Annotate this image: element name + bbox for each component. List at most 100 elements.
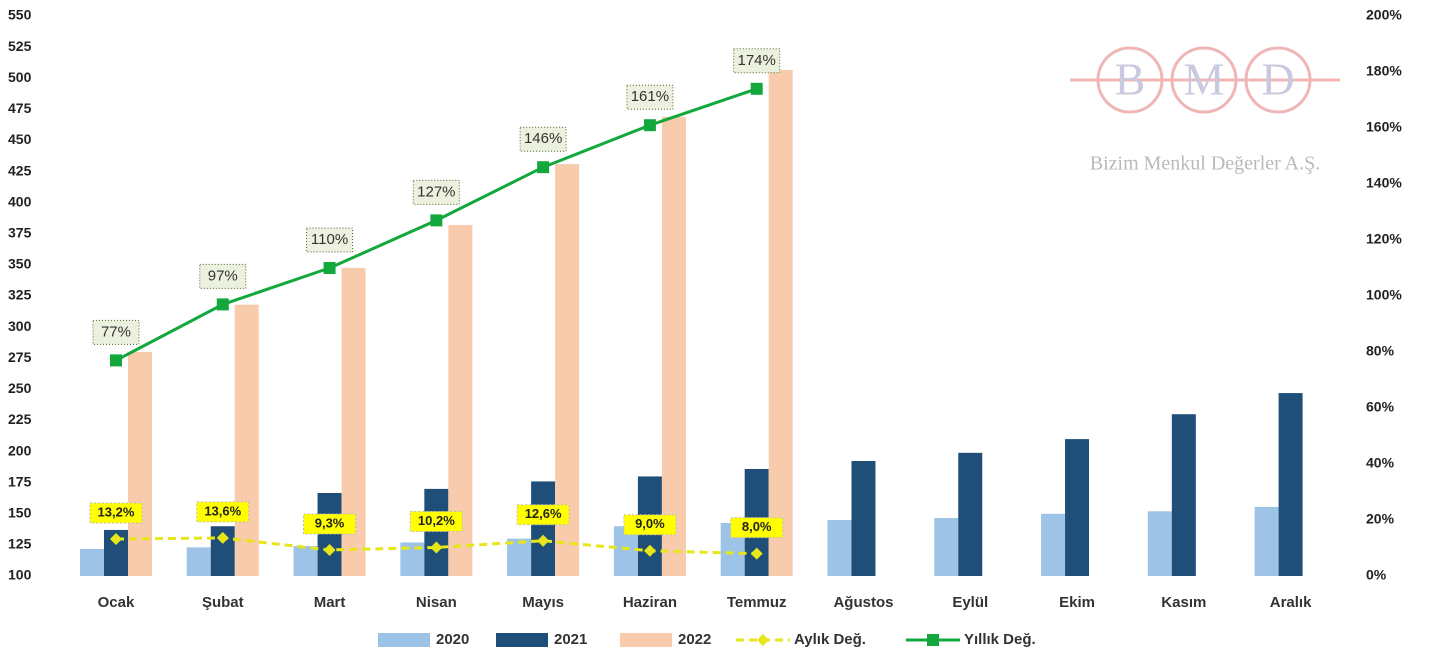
y2-tick-label: 80% <box>1366 343 1395 359</box>
point <box>537 534 550 547</box>
bar <box>531 481 556 576</box>
logo: B M D Bizim Menkul Değerler A.Ş. <box>1070 46 1340 175</box>
bar <box>661 116 686 577</box>
y-tick-label: 200 <box>8 442 32 458</box>
bar <box>317 492 342 576</box>
y2-tick-label: 20% <box>1366 511 1395 527</box>
x-tick-label: Aralık <box>1270 594 1312 611</box>
y2-tick-label: 180% <box>1366 63 1402 79</box>
value-label: 110% <box>311 231 348 248</box>
point <box>750 82 763 95</box>
y-tick-label: 125 <box>8 536 32 552</box>
x-tick-label: Nisan <box>416 594 457 611</box>
bar <box>851 461 876 576</box>
point <box>216 531 229 544</box>
point <box>750 547 763 560</box>
y2-tick-label: 200% <box>1366 7 1402 23</box>
value-label-box <box>626 84 674 110</box>
bar <box>186 547 211 576</box>
y-tick-label: 525 <box>8 38 32 54</box>
x-tick-label: Mart <box>314 594 346 611</box>
bar <box>424 488 449 576</box>
x-tick-label: Temmuz <box>727 594 787 611</box>
logo-company: Bizim Menkul Değerler A.Ş. <box>1090 153 1321 175</box>
logo-ring <box>1096 46 1164 114</box>
y-tick-label: 475 <box>8 100 32 116</box>
value-label: 146% <box>524 130 562 147</box>
value-label: 9,0% <box>635 516 665 531</box>
bar <box>827 520 852 576</box>
point <box>109 533 122 546</box>
bar <box>507 538 532 576</box>
logo-ring <box>1170 46 1238 114</box>
value-label-box <box>92 319 140 345</box>
x-tick-label: Ocak <box>98 594 135 611</box>
point <box>430 541 443 554</box>
bar <box>1041 513 1066 576</box>
value-label: 13,2% <box>98 504 135 519</box>
bar <box>127 352 152 576</box>
y-tick-label: 250 <box>8 380 32 396</box>
value-label-box <box>519 126 567 152</box>
y2-tick-label: 40% <box>1366 455 1395 471</box>
y2-tick-label: 140% <box>1366 175 1402 191</box>
legend-swatch <box>620 633 672 647</box>
bar <box>1254 506 1279 576</box>
y-tick-label: 150 <box>8 504 32 520</box>
value-label-box <box>623 514 677 536</box>
bar <box>234 304 259 576</box>
point <box>109 354 122 367</box>
value-label: 127% <box>417 183 455 200</box>
x-tick-label: Haziran <box>623 594 677 611</box>
legend-marker <box>757 634 769 646</box>
legend-label: Yıllık Değ. <box>964 631 1036 648</box>
y-tick-label: 550 <box>8 7 32 23</box>
x-tick-label: Kasım <box>1161 594 1206 611</box>
point <box>430 214 443 227</box>
point <box>323 262 336 274</box>
value-label: 13,6% <box>204 503 241 518</box>
legend-swatch <box>378 633 430 647</box>
bar <box>1278 393 1303 576</box>
logo-ring <box>1244 46 1312 114</box>
legend-label: Aylık Değ. <box>794 631 866 648</box>
point <box>323 543 336 556</box>
bar <box>958 452 983 576</box>
y-tick-label: 300 <box>8 318 32 334</box>
y-tick-label: 325 <box>8 287 32 303</box>
legend-label: 2020 <box>436 631 469 648</box>
y-tick-label: 375 <box>8 224 32 240</box>
x-tick-label: Şubat <box>202 594 244 611</box>
x-tick-label: Mayıs <box>522 594 564 611</box>
y-tick-label: 425 <box>8 162 32 178</box>
point <box>537 161 550 174</box>
y2-tick-label: 60% <box>1366 399 1395 415</box>
legend-label: 2021 <box>554 631 587 648</box>
value-label-box <box>199 263 247 289</box>
legend-marker <box>927 634 939 646</box>
y-tick-label: 225 <box>8 411 32 427</box>
y-tick-label: 175 <box>8 473 32 489</box>
y-tick-label: 275 <box>8 349 32 365</box>
point <box>643 119 656 132</box>
bar <box>79 548 104 576</box>
logo-letter: B <box>1115 54 1146 105</box>
y2-tick-label: 120% <box>1366 231 1402 247</box>
bar <box>934 518 959 576</box>
x-tick-label: Ağustos <box>833 594 893 611</box>
value-label-box <box>516 504 570 526</box>
bar <box>1065 439 1090 576</box>
logo-letter: D <box>1261 54 1294 105</box>
point <box>643 544 656 557</box>
point <box>216 298 229 311</box>
bar <box>1147 511 1172 576</box>
legend-label: 2022 <box>678 631 711 648</box>
value-label-box <box>409 510 463 532</box>
y2-tick-label: 160% <box>1366 119 1402 135</box>
y-tick-label: 350 <box>8 256 32 272</box>
value-label-box <box>89 502 143 524</box>
y-tick-label: 100 <box>8 567 32 583</box>
value-label: 97% <box>208 267 238 284</box>
x-tick-label: Eylül <box>952 594 988 611</box>
